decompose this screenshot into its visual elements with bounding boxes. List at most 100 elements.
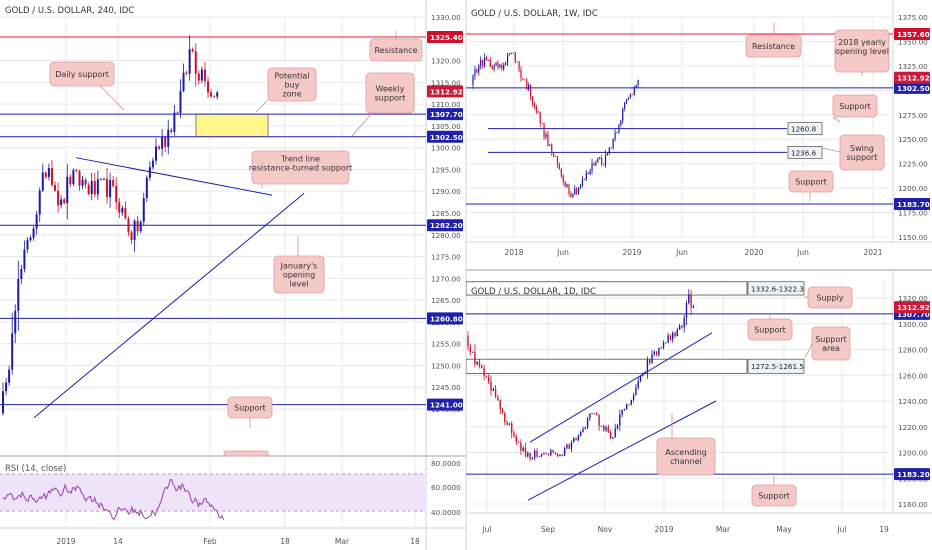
candle-body	[685, 303, 688, 318]
price-tag-bg	[894, 468, 930, 481]
annotation-label-line: buy	[285, 81, 300, 90]
candle-body	[527, 452, 529, 457]
price-tags: 1325.40 1307.70 1302.50 1282.20 1260.80 1241.…	[427, 28, 930, 481]
rsi-title: RSI (14, close)	[5, 464, 66, 474]
annotation-pointer	[351, 112, 373, 137]
candle-body	[535, 107, 537, 112]
candle-body	[529, 452, 531, 460]
candle-body	[672, 332, 674, 340]
y-tick-label-weekly: 1375.00	[898, 13, 928, 22]
price-tag-bg	[427, 108, 463, 121]
candle-body	[629, 94, 632, 98]
candle-body	[563, 448, 566, 456]
title-weekly: GOLD / U.S. DOLLAR, 1W, IDC	[471, 9, 598, 19]
candle-body	[75, 170, 78, 171]
x-tick-label-4h: 18	[410, 537, 420, 546]
candle-body	[651, 354, 653, 364]
y-tick-label-weekly: 1150.00	[898, 233, 928, 242]
annotation-label: Support	[795, 178, 827, 187]
zones-daily: 1332.6-1322.3 1272.5-1261.5	[466, 281, 805, 374]
candle-body	[681, 325, 683, 328]
candle-body	[556, 156, 559, 165]
x-tick-label-4h: Feb	[203, 537, 217, 546]
rsi-y-tick-label: 60.0000	[431, 483, 461, 492]
candle-body	[531, 457, 534, 460]
candle-body	[540, 454, 543, 457]
level-value-label: 1260.8	[791, 125, 817, 134]
x-tick-label-weekly: 2019	[622, 248, 641, 257]
candle-body	[577, 435, 580, 441]
zone-label: 1272.5-1261.5	[751, 362, 804, 371]
candle-body	[480, 59, 482, 66]
candle-body	[173, 112, 176, 132]
candle-body	[182, 72, 185, 91]
y-tick-label-daily: 1160.00	[898, 500, 928, 509]
y-tick-label-4h: 1255.00	[431, 340, 461, 349]
candle-body	[493, 65, 495, 70]
y-tick-label-weekly: 1200.00	[898, 184, 928, 193]
candle-body	[524, 447, 527, 457]
candle-body	[568, 184, 570, 194]
ascending-channel-lower	[527, 400, 717, 501]
candle-body	[665, 342, 667, 344]
candle-body	[167, 129, 170, 147]
annotation-box	[839, 134, 885, 171]
y-tick-label-4h: 1265.00	[431, 296, 461, 305]
grid-daily	[466, 280, 893, 513]
candle-body	[23, 249, 26, 269]
candle-body	[99, 179, 102, 181]
candle-body	[482, 59, 484, 66]
y-tick-label-4h: 1295.00	[431, 165, 461, 174]
price-tag-label: 1241.00	[430, 401, 463, 410]
price-zone	[466, 358, 748, 374]
candle-body	[8, 369, 11, 383]
candle-body	[520, 69, 522, 79]
price-tag-label: 1307.70	[897, 310, 930, 319]
level-value-box	[787, 122, 823, 135]
candle-body	[618, 125, 620, 133]
annotation-label-line: channel	[670, 457, 702, 466]
candle-body	[552, 450, 554, 453]
candle-body	[619, 414, 621, 426]
candle-body	[197, 73, 200, 81]
candle-body	[121, 207, 124, 213]
candle-body	[29, 237, 32, 241]
price-zone	[466, 281, 748, 296]
candle-body	[483, 57, 486, 66]
rsi-y-tick-label: 80.0000	[431, 459, 461, 468]
annotations: Resistance Daily support Potential buy zone W…	[49, 23, 890, 507]
candle-body	[630, 400, 632, 405]
x-tick-label-weekly: 2018	[504, 248, 523, 257]
candle-body	[520, 442, 522, 451]
candle-body	[60, 199, 63, 206]
potential-buy-zone	[195, 113, 269, 138]
y-tick-label-daily: 1300.00	[898, 320, 928, 329]
level-value-label: 1236.6	[791, 148, 817, 157]
candle-body	[621, 410, 623, 415]
candle-body	[472, 75, 474, 85]
candle-body	[558, 164, 560, 169]
price-tag-label: 1302.50	[430, 133, 463, 142]
candle-body	[139, 221, 142, 232]
annotation-box	[267, 67, 317, 102]
last-price-tag-bg	[427, 85, 463, 98]
candle-body	[561, 454, 563, 456]
x-tick-label-4h: 14	[113, 537, 123, 546]
candle-body	[191, 49, 194, 52]
trend-line-support	[33, 193, 305, 419]
x-tick-label-weekly: Jun	[796, 248, 809, 257]
candle-body	[591, 163, 593, 171]
candle-body	[505, 62, 507, 65]
horizontal-levels-4h	[0, 36, 426, 406]
candle-body	[106, 178, 109, 198]
candle-body	[551, 144, 553, 154]
price-tag-label: 1282.20	[430, 221, 463, 230]
candle-body	[553, 153, 555, 157]
last-price-tag-bg	[894, 301, 930, 314]
price-tag-bg	[427, 219, 463, 232]
candle-body	[516, 61, 518, 63]
candle-body	[57, 190, 60, 206]
candle-body	[200, 69, 203, 81]
candle-body	[26, 240, 29, 250]
candle-body	[589, 170, 591, 174]
